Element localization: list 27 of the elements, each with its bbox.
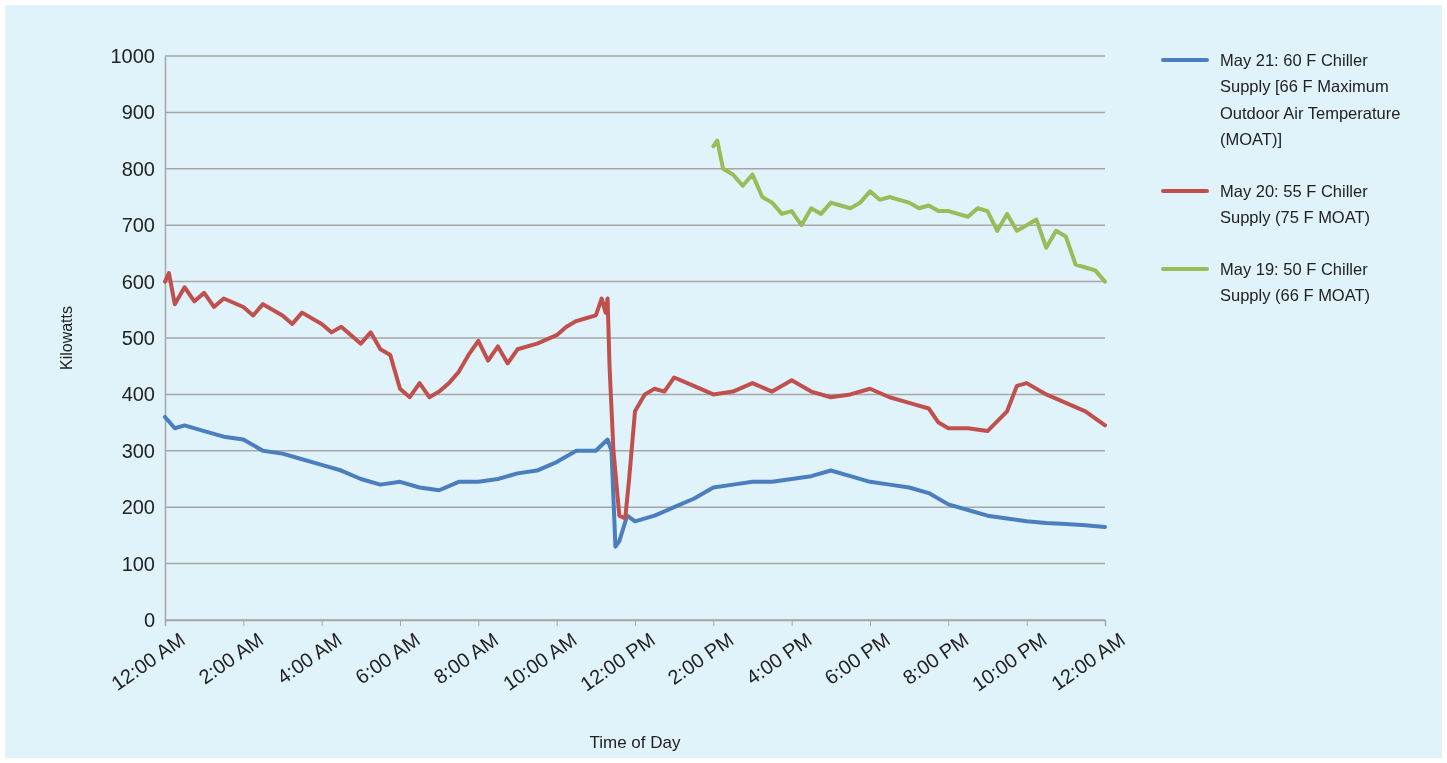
- x-tick-label: 8:00 PM: [898, 628, 973, 689]
- line-series: [163, 271, 1107, 521]
- x-tick-label: 6:00 AM: [351, 628, 424, 689]
- legend-label: May 20: 55 F Chiller Supply (75 F MOAT): [1220, 182, 1371, 227]
- y-tick-label: 900: [121, 101, 155, 124]
- y-tick-label: 800: [121, 157, 155, 180]
- legend-label: May 21: 60 F Chiller Supply [66 F Maximum Outdoor Air Temperature (MOAT)]: [1220, 51, 1401, 149]
- y-axis-title: Kilowatts: [58, 305, 75, 371]
- x-axis-title: Time of Day: [589, 733, 681, 752]
- y-tick-label: 0: [143, 608, 155, 631]
- line-series: [163, 414, 1107, 549]
- y-tick-label: 700: [121, 214, 155, 237]
- x-tick-label: 4:00 AM: [272, 628, 346, 689]
- y-tick-label: 100: [121, 552, 155, 575]
- y-tick-label: 1000: [110, 44, 155, 67]
- x-tick-label: 2:00 AM: [194, 628, 268, 689]
- y-tick-label: 500: [121, 326, 155, 349]
- line-series: [711, 138, 1107, 284]
- x-tick-label: 8:00 AM: [429, 628, 503, 689]
- legend-label: May 19: 50 F Chiller Supply (66 F MOAT): [1220, 260, 1371, 305]
- y-tick-label: 400: [121, 383, 155, 406]
- x-tick-label: 2:00 PM: [663, 628, 738, 689]
- y-tick-label: 300: [121, 439, 155, 462]
- x-tick-label: 6:00 PM: [820, 628, 894, 689]
- y-tick-label: 200: [121, 496, 155, 519]
- y-tick-label: 600: [121, 270, 155, 293]
- x-tick-label: 4:00 PM: [742, 628, 816, 689]
